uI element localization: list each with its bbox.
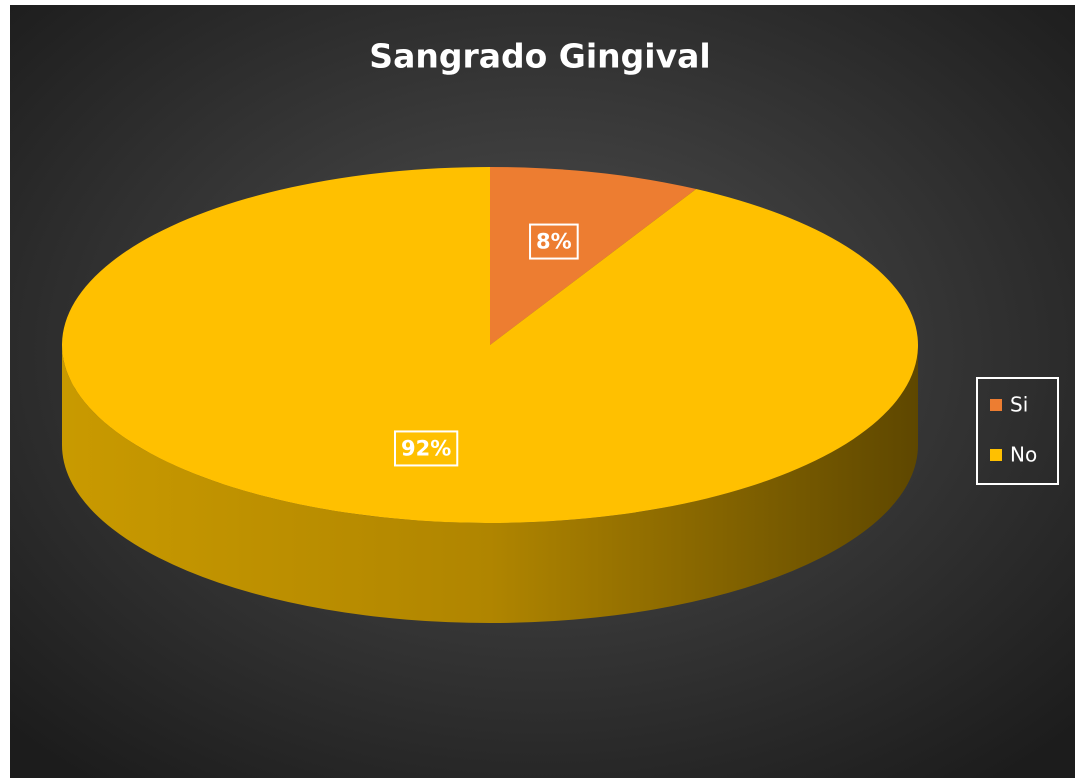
data-label-box (529, 223, 579, 260)
data-label: 8% (536, 230, 572, 254)
pie-slice (61, 166, 918, 523)
legend-swatch (990, 449, 1002, 461)
pie-side (62, 345, 918, 623)
chart-title: Sangrado Gingival (369, 37, 710, 76)
data-label: 92% (401, 436, 451, 460)
pie-slice (490, 167, 697, 345)
legend-swatch (990, 399, 1002, 411)
legend-label: No (1010, 443, 1037, 467)
legend-label: Si (1010, 393, 1028, 417)
data-label-box (394, 430, 459, 467)
legend-box (976, 377, 1059, 485)
